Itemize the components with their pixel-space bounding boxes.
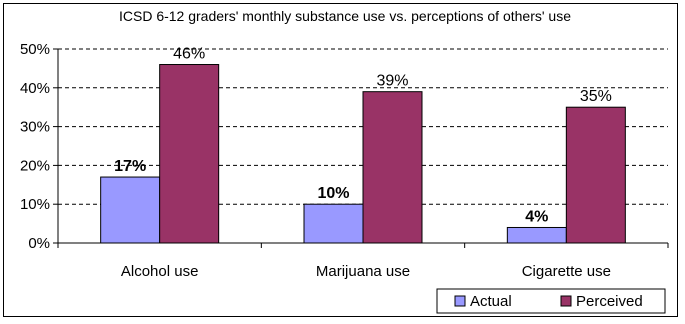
- chart-title: ICSD 6-12 graders' monthly substance use…: [119, 8, 571, 24]
- data-label: 17%: [114, 158, 146, 175]
- legend-swatch-actual: [454, 295, 466, 307]
- legend-box: [436, 288, 666, 314]
- y-tick-label: 0%: [28, 235, 50, 252]
- legend: Actual Perceived: [436, 288, 666, 314]
- bars: [100, 64, 626, 244]
- y-tick-label: 40%: [20, 80, 50, 97]
- category-label: Cigarette use: [522, 263, 611, 280]
- bar-actual-1: [100, 176, 161, 244]
- data-label: 35%: [580, 88, 612, 105]
- legend-swatch-perceived: [560, 295, 572, 307]
- y-tick-label: 10%: [20, 196, 50, 213]
- category-label: Alcohol use: [121, 263, 199, 280]
- chart-frame: [3, 3, 678, 317]
- legend-label-perceived: Perceived: [576, 293, 643, 310]
- y-tick-label: 30%: [20, 119, 50, 136]
- data-label: 39%: [376, 73, 408, 90]
- labels: 0% 10% 20% 30% 40% 50% 17% 46% Alcohol use 10% 39%…: [20, 41, 612, 280]
- axes: [53, 48, 669, 248]
- bar-perceived-1: [159, 64, 220, 244]
- bar-actual-3: [506, 226, 567, 244]
- legend-label-actual: Actual: [470, 293, 512, 310]
- bar-perceived-3: [565, 106, 626, 244]
- category-label: Marijuana use: [316, 263, 410, 280]
- y-tick-label: 20%: [20, 157, 50, 174]
- bar-perceived-2: [362, 91, 423, 244]
- data-label: 4%: [525, 208, 548, 225]
- bar-actual-2: [303, 203, 364, 244]
- data-label: 46%: [173, 46, 205, 63]
- data-label: 10%: [317, 185, 349, 202]
- y-tick-label: 50%: [20, 41, 50, 58]
